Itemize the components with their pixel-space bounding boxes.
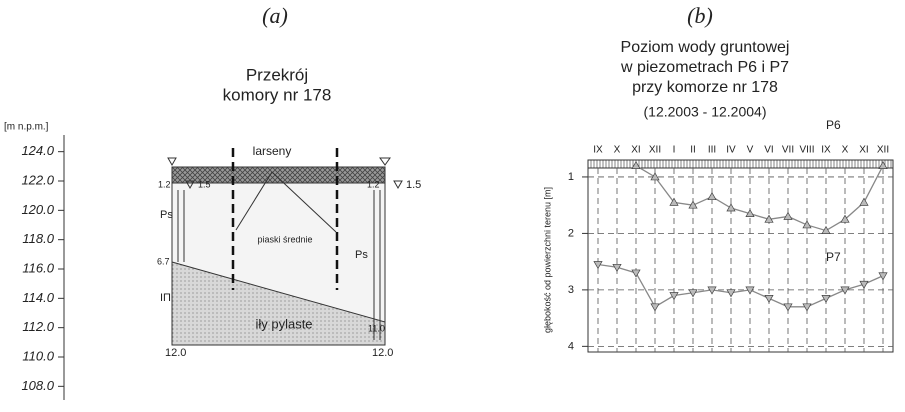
series-label: P7: [826, 250, 841, 264]
label: Ps: [160, 209, 173, 221]
scale-tick-label: 114.0: [22, 290, 54, 305]
x-tick-label: XI: [631, 145, 640, 156]
scale-tick-label: 122.0: [21, 172, 54, 187]
y-tick-label: 4: [568, 340, 574, 352]
marker: [632, 270, 640, 277]
title: komory nr 178: [223, 85, 332, 104]
y-tick-label: 3: [568, 284, 574, 296]
marker: [651, 173, 659, 180]
scale-tick-label: 108.0: [21, 378, 54, 393]
water-symbol: [168, 158, 390, 165]
label: 1.5: [198, 179, 211, 189]
marker: [803, 221, 811, 228]
marker: [765, 295, 773, 302]
scale-tick-label: 124.0: [21, 143, 54, 158]
x-tick-label: V: [747, 145, 754, 156]
marker: [727, 204, 735, 211]
x-tick-label: IV: [726, 145, 736, 156]
title: w piezometrach P6 i P7: [620, 59, 789, 76]
x-tick-label: I: [673, 145, 676, 156]
marker: [727, 290, 735, 297]
scale-tick-label: 118.0: [22, 231, 54, 246]
marker: [651, 304, 659, 311]
marker: [860, 198, 868, 205]
marker: [841, 287, 849, 294]
panel-label: (b): [687, 3, 713, 28]
x-tick-label: II: [690, 145, 696, 156]
x-tick-label: X: [842, 145, 849, 156]
label: 1.5: [406, 179, 421, 191]
marker: [822, 295, 830, 302]
marker: [708, 193, 716, 200]
x-tick-label: XII: [649, 145, 661, 156]
title: Poziom wody gruntowej: [621, 39, 790, 56]
label: Ps: [355, 249, 368, 261]
x-tick-label: IX: [821, 145, 831, 156]
x-tick-label: VIII: [799, 145, 814, 156]
series-label: P6: [826, 118, 841, 132]
scale-tick-label: 110.0: [22, 348, 54, 363]
series-line: [598, 264, 883, 306]
y-tick-label: 1: [568, 171, 574, 183]
label: piaski średnie: [257, 234, 312, 244]
marker: [784, 212, 792, 219]
label: 11.0: [368, 323, 385, 333]
y-tick-label: 2: [568, 227, 574, 239]
x-tick-label: IX: [593, 145, 603, 156]
y-axis-label: głębokość od powierzchni terenu [m]: [542, 187, 552, 333]
label: 1.2: [367, 179, 380, 189]
panel-label: (a): [262, 3, 288, 28]
scale-tick-label: 112.0: [22, 319, 54, 334]
marker: [879, 273, 887, 280]
x-tick-label: XI: [859, 145, 868, 156]
scale-tick-label: 116.0: [22, 260, 54, 275]
subtitle: (12.2003 - 12.2004): [644, 104, 767, 120]
figure: (a) Przekrój komory nr 178 [m n.p.m.] la…: [0, 0, 905, 412]
label: 12.0: [165, 347, 186, 359]
label: IΠ: [160, 292, 171, 304]
label: 12.0: [372, 347, 393, 359]
x-tick-label: XII: [877, 145, 889, 156]
label: 6.7: [157, 256, 170, 266]
marker: [670, 293, 678, 300]
title: Przekrój: [246, 65, 308, 84]
label: 1.2: [158, 179, 171, 189]
label: larseny: [253, 144, 292, 158]
plot-frame: [588, 160, 893, 352]
title: przy komorze nr 178: [632, 79, 778, 96]
x-tick-label: X: [614, 145, 621, 156]
x-tick-label: VI: [764, 145, 773, 156]
x-tick-label: III: [708, 145, 716, 156]
label: iły pylaste: [255, 316, 312, 331]
scale-label: [m n.p.m.]: [4, 122, 49, 133]
page: (a) Przekrój komory nr 178 [m n.p.m.] la…: [0, 0, 905, 412]
scale-tick-label: 120.0: [21, 202, 54, 217]
marker: [879, 162, 887, 169]
x-tick-label: VII: [782, 145, 794, 156]
